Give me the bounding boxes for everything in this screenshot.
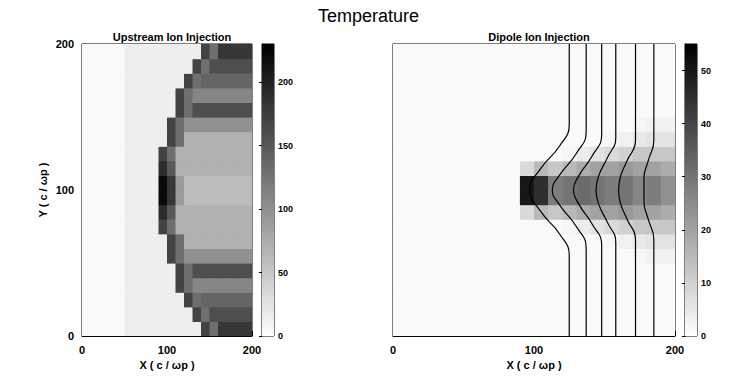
- svg-text:X ( c / ωp ): X ( c / ωp ): [506, 359, 561, 371]
- svg-text:100: 100: [278, 204, 293, 214]
- svg-text:200: 200: [243, 344, 261, 356]
- svg-text:Upstream Ion Injection: Upstream Ion Injection: [113, 31, 232, 43]
- svg-text:50: 50: [701, 66, 711, 76]
- svg-text:0: 0: [390, 344, 396, 356]
- svg-text:Dipole Ion Injection: Dipole Ion Injection: [488, 31, 590, 43]
- svg-text:150: 150: [278, 141, 293, 151]
- svg-text:20: 20: [701, 225, 711, 235]
- svg-text:Temperature: Temperature: [318, 6, 419, 26]
- svg-text:X ( c / ωp ): X ( c / ωp ): [139, 359, 194, 371]
- svg-text:50: 50: [278, 268, 288, 278]
- svg-text:0: 0: [278, 331, 283, 341]
- svg-text:10: 10: [701, 278, 711, 288]
- svg-text:100: 100: [525, 344, 543, 356]
- svg-text:40: 40: [701, 119, 711, 129]
- svg-text:200: 200: [666, 344, 684, 356]
- svg-text:200: 200: [278, 77, 293, 87]
- svg-text:0: 0: [79, 344, 85, 356]
- svg-text:30: 30: [701, 172, 711, 182]
- svg-text:200: 200: [56, 38, 74, 50]
- svg-text:0: 0: [68, 330, 74, 342]
- svg-text:100: 100: [56, 184, 74, 196]
- svg-text:100: 100: [158, 344, 176, 356]
- svg-text:0: 0: [701, 331, 706, 341]
- svg-text:Y ( c / ωp ): Y ( c / ωp ): [37, 162, 49, 217]
